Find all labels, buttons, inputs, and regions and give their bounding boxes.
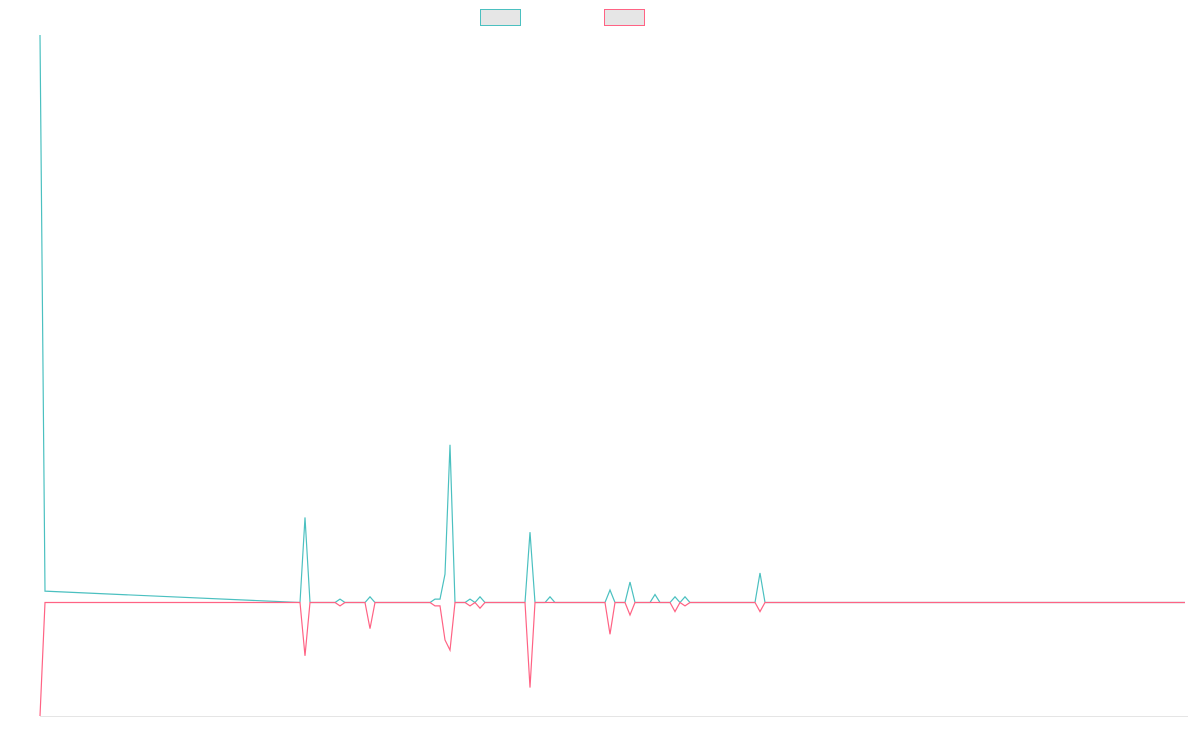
series-line (39, 601, 1185, 717)
legend-swatch (604, 9, 645, 26)
series-line (39, 34, 1185, 604)
legend-swatch (480, 9, 521, 26)
